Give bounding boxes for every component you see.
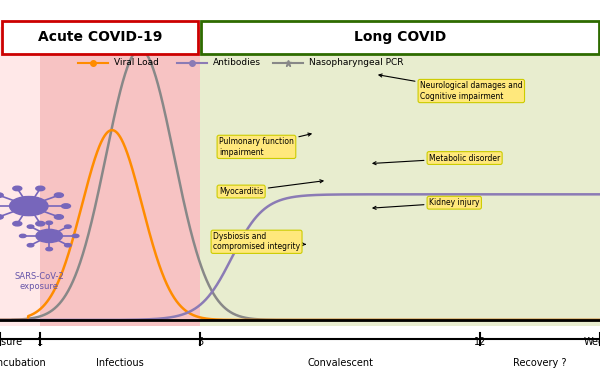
Bar: [0, 18, 40, 326]
Bar: [40, 18, 200, 326]
Text: Nasopharyngeal PCR: Nasopharyngeal PCR: [309, 58, 404, 67]
Text: Antibodies: Antibodies: [213, 58, 261, 67]
Text: 1: 1: [37, 337, 43, 347]
Text: Infectious: Infectious: [96, 358, 144, 368]
Text: Dysbiosis and
compromised integrity: Dysbiosis and compromised integrity: [213, 232, 305, 252]
Text: Pulmonary function
impairment: Pulmonary function impairment: [219, 133, 311, 157]
Text: Incubation: Incubation: [0, 358, 46, 368]
Text: Kidney injury: Kidney injury: [373, 198, 479, 210]
Circle shape: [36, 221, 45, 226]
Circle shape: [73, 234, 79, 237]
Circle shape: [65, 225, 71, 228]
Text: Acute COVID-19: Acute COVID-19: [38, 30, 162, 44]
Circle shape: [10, 196, 48, 216]
Circle shape: [55, 215, 64, 219]
Text: 5: 5: [197, 337, 203, 347]
Circle shape: [0, 193, 3, 197]
FancyBboxPatch shape: [201, 21, 599, 54]
Circle shape: [36, 229, 62, 242]
Text: Exposure: Exposure: [0, 337, 23, 347]
Circle shape: [0, 215, 3, 219]
Text: Neurological damages and
Cognitive impairment: Neurological damages and Cognitive impai…: [379, 74, 523, 101]
Circle shape: [20, 234, 26, 237]
Text: Recovery ?: Recovery ?: [513, 358, 567, 368]
Text: 12: 12: [474, 337, 486, 347]
Circle shape: [62, 204, 71, 208]
Text: Metabolic disorder: Metabolic disorder: [373, 154, 500, 165]
Circle shape: [36, 186, 45, 191]
Circle shape: [65, 244, 71, 247]
Text: Weeks: Weeks: [584, 337, 600, 347]
Text: Long COVID: Long COVID: [354, 30, 446, 44]
Text: Convalescent: Convalescent: [307, 358, 373, 368]
Circle shape: [27, 225, 34, 228]
FancyBboxPatch shape: [2, 21, 198, 54]
Text: Viral Load: Viral Load: [114, 58, 159, 67]
Circle shape: [13, 221, 22, 226]
Circle shape: [13, 186, 22, 191]
Circle shape: [46, 221, 53, 224]
Text: SARS-CoV-2
exposure: SARS-CoV-2 exposure: [14, 272, 64, 291]
Circle shape: [27, 244, 34, 247]
Circle shape: [46, 247, 53, 251]
Text: Myocarditis: Myocarditis: [219, 180, 323, 196]
Circle shape: [55, 193, 64, 197]
Bar: [200, 18, 600, 326]
